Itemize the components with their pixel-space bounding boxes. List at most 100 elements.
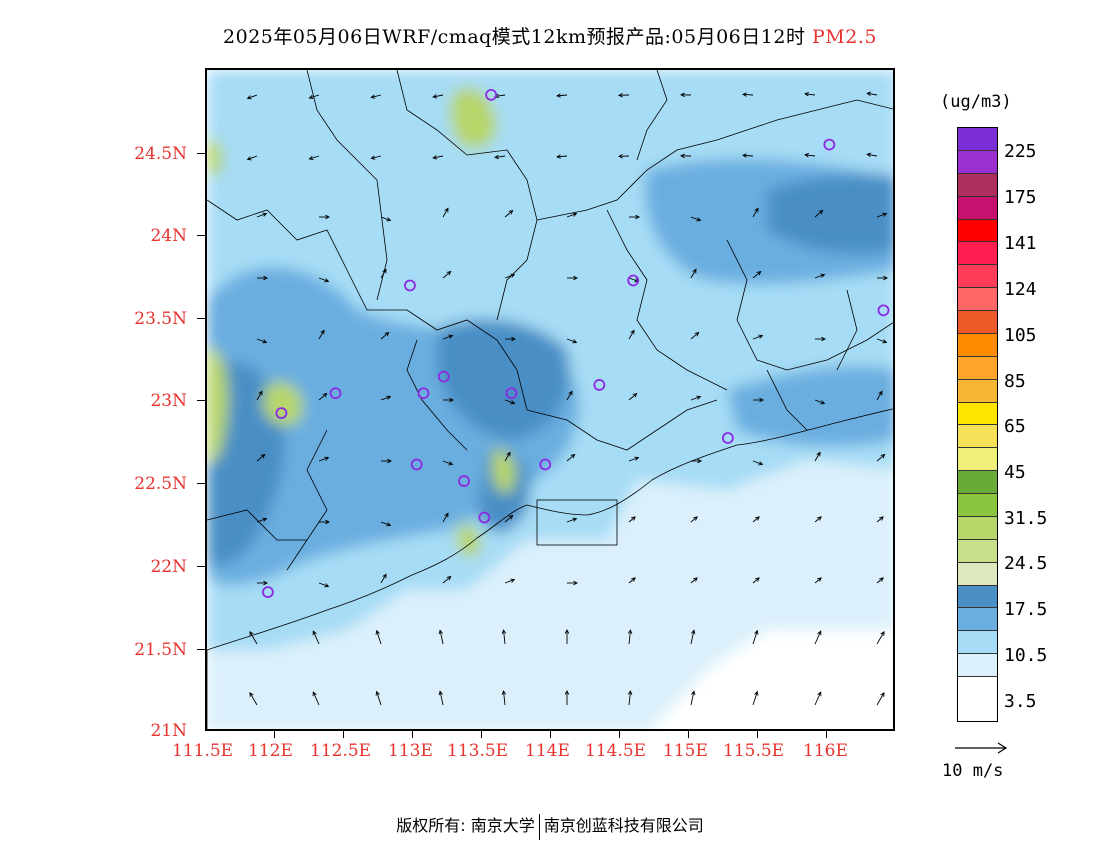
wind-arrow — [380, 573, 387, 584]
x-tick-label: 114E — [525, 741, 570, 761]
wind-arrow — [690, 395, 702, 401]
y-tick-label: 24N — [150, 226, 187, 246]
footer-left: 版权所有: 南京大学 — [396, 816, 535, 835]
wind-arrow — [246, 94, 258, 100]
wind-arrow — [504, 451, 511, 462]
wind-reference-arrow — [955, 742, 1008, 754]
wind-arrow — [246, 155, 258, 161]
wind-arrow — [438, 690, 444, 706]
wind-arrow — [505, 336, 516, 342]
legend-color-box — [958, 539, 997, 563]
wind-arrow — [319, 519, 330, 525]
wind-arrow — [256, 212, 268, 218]
wind-arrow — [249, 692, 258, 706]
y-tick — [197, 483, 205, 484]
wind-arrow — [319, 214, 330, 220]
wind-arrow — [680, 153, 692, 159]
x-tick-label: 112.5E — [310, 741, 372, 761]
legend-color-box — [958, 333, 997, 357]
legend-label: 105 — [1004, 325, 1037, 346]
wind-arrow — [752, 334, 764, 340]
legend-color-box — [958, 654, 997, 677]
wind-arrow — [690, 577, 698, 584]
wind-arrow — [443, 397, 454, 403]
wind-arrow — [876, 453, 886, 462]
x-tick-label: 113E — [388, 741, 433, 761]
legend-label: 31.5 — [1004, 508, 1048, 529]
wind-arrow — [680, 92, 692, 98]
legend-color-box — [958, 425, 997, 449]
x-tick — [274, 731, 275, 738]
wind-arrow — [866, 152, 878, 158]
chart-title: 2025年05月06日WRF/cmaq模式12km预报产品:05月06日12时 … — [0, 22, 1100, 49]
y-tick — [197, 318, 205, 319]
wind-arrow — [629, 214, 640, 220]
wind-arrow — [504, 578, 516, 584]
x-tick — [826, 731, 827, 738]
wind-arrow — [318, 582, 330, 588]
wind-arrow — [752, 516, 760, 523]
wind-arrow — [566, 517, 578, 523]
wind-arrow — [876, 692, 885, 706]
legend-color-box — [958, 288, 997, 311]
wind-arrow — [442, 512, 449, 523]
title-main: 2025年05月06日WRF/cmaq模式12km预报产品:05月06日12时 — [223, 26, 806, 48]
legend-color-box — [958, 379, 997, 403]
wind-arrow — [257, 580, 268, 586]
wind-arrow — [814, 209, 824, 218]
wind-arrow — [752, 270, 762, 279]
wind-arrow — [627, 690, 633, 706]
y-tick — [197, 153, 205, 154]
wind-arrow — [753, 397, 764, 403]
wind-arrow — [876, 516, 884, 523]
wind-arrow — [501, 690, 507, 706]
wind-arrow — [256, 453, 266, 462]
legend-color-box — [958, 562, 997, 586]
wind-arrow — [438, 629, 444, 645]
station-marker — [437, 370, 450, 383]
wind-arrow — [566, 212, 578, 218]
y-tick — [197, 400, 205, 401]
station-marker — [261, 586, 274, 599]
wind-arrow — [442, 575, 452, 584]
legend-color-box — [958, 608, 997, 632]
legend-label: 85 — [1004, 371, 1026, 392]
y-tick-label: 21.5N — [134, 640, 187, 660]
station-marker — [539, 458, 552, 471]
x-tick — [688, 731, 689, 738]
station-marker — [505, 387, 518, 400]
wind-arrow — [876, 577, 884, 584]
wind-arrow — [380, 331, 390, 340]
copyright-footer: 版权所有: 南京大学 南京创蓝科技有限公司 — [0, 812, 1100, 840]
wind-arrow — [380, 395, 392, 401]
province-boundaries — [207, 70, 893, 571]
wind-arrow — [370, 94, 382, 99]
pm25-concentration-map — [207, 70, 893, 729]
title-pollutant: PM2.5 — [812, 26, 877, 48]
station-marker — [721, 432, 734, 444]
legend-color-box — [958, 219, 997, 243]
wind-arrow — [690, 516, 698, 523]
legend-label: 225 — [1004, 141, 1037, 162]
wind-arrow — [556, 93, 568, 98]
wind-arrow — [752, 690, 759, 706]
wind-arrow — [256, 390, 263, 401]
legend-color-box — [958, 311, 997, 334]
station-marker — [877, 304, 890, 317]
y-tick-label: 23N — [150, 391, 187, 411]
wind-arrow — [442, 207, 449, 218]
wind-reference-label: 10 m/s — [942, 761, 1004, 781]
wind-arrow — [432, 94, 444, 99]
y-tick — [197, 649, 205, 650]
wind-arrow — [504, 209, 514, 218]
map-panel[interactable] — [205, 68, 895, 731]
y-tick-label: 22N — [150, 557, 187, 577]
wind-arrow — [375, 690, 382, 706]
station-marker — [478, 511, 491, 524]
wind-arrow — [876, 338, 888, 344]
x-tick — [481, 731, 482, 738]
concentration-field — [207, 70, 893, 729]
wind-arrow — [691, 458, 702, 464]
legend-color-box — [958, 631, 997, 655]
wind-arrow — [312, 691, 320, 706]
